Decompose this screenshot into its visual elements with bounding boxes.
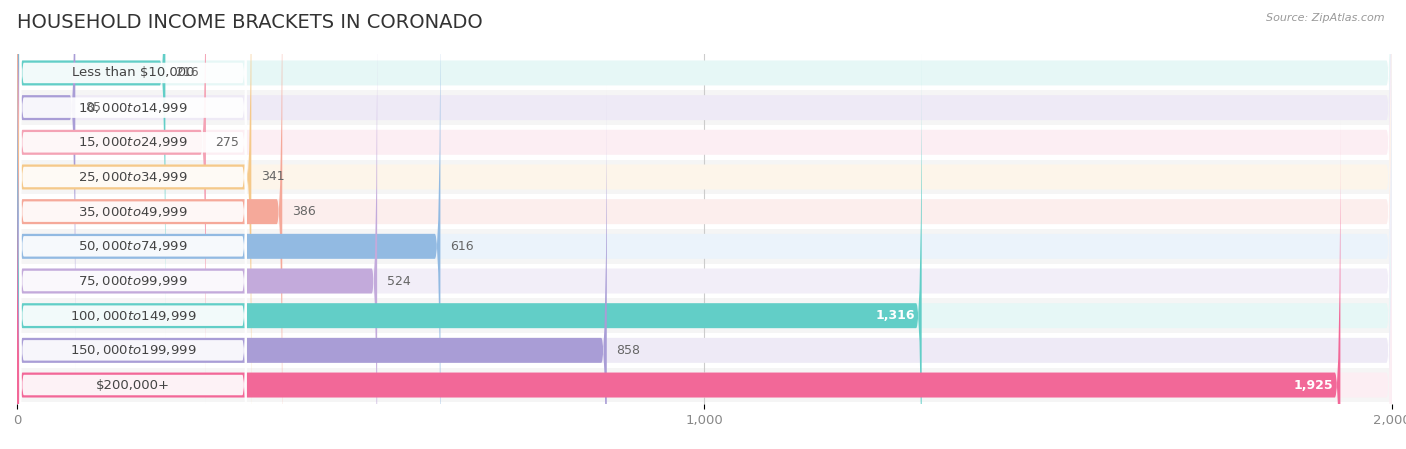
FancyBboxPatch shape <box>17 120 1340 449</box>
Text: 1,316: 1,316 <box>876 309 915 322</box>
FancyBboxPatch shape <box>20 0 246 375</box>
FancyBboxPatch shape <box>17 0 1392 407</box>
FancyBboxPatch shape <box>17 0 166 338</box>
Text: $15,000 to $24,999: $15,000 to $24,999 <box>79 135 188 150</box>
Text: $50,000 to $74,999: $50,000 to $74,999 <box>79 239 188 253</box>
FancyBboxPatch shape <box>17 51 922 449</box>
Text: Source: ZipAtlas.com: Source: ZipAtlas.com <box>1267 13 1385 23</box>
Text: $75,000 to $99,999: $75,000 to $99,999 <box>79 274 188 288</box>
FancyBboxPatch shape <box>20 83 246 449</box>
FancyBboxPatch shape <box>20 0 246 340</box>
FancyBboxPatch shape <box>20 0 246 271</box>
FancyBboxPatch shape <box>17 16 1392 449</box>
Text: $150,000 to $199,999: $150,000 to $199,999 <box>70 343 197 357</box>
Text: $100,000 to $149,999: $100,000 to $149,999 <box>70 308 197 323</box>
FancyBboxPatch shape <box>17 125 1392 160</box>
FancyBboxPatch shape <box>17 333 1392 368</box>
FancyBboxPatch shape <box>17 56 1392 90</box>
FancyBboxPatch shape <box>17 85 1392 449</box>
Text: 341: 341 <box>262 171 284 184</box>
Text: $25,000 to $34,999: $25,000 to $34,999 <box>79 170 188 184</box>
FancyBboxPatch shape <box>17 0 1392 442</box>
FancyBboxPatch shape <box>17 0 76 373</box>
Text: $200,000+: $200,000+ <box>96 379 170 392</box>
FancyBboxPatch shape <box>20 0 246 305</box>
FancyBboxPatch shape <box>17 0 440 449</box>
FancyBboxPatch shape <box>17 0 283 449</box>
FancyBboxPatch shape <box>17 194 1392 229</box>
FancyBboxPatch shape <box>17 0 1392 449</box>
FancyBboxPatch shape <box>17 264 1392 298</box>
FancyBboxPatch shape <box>20 118 246 449</box>
Text: HOUSEHOLD INCOME BRACKETS IN CORONADO: HOUSEHOLD INCOME BRACKETS IN CORONADO <box>17 13 482 32</box>
FancyBboxPatch shape <box>17 16 377 449</box>
Text: 616: 616 <box>450 240 474 253</box>
FancyBboxPatch shape <box>17 51 1392 449</box>
Text: 85: 85 <box>84 101 101 114</box>
Text: 524: 524 <box>387 274 411 287</box>
Text: 386: 386 <box>292 205 315 218</box>
Text: 275: 275 <box>215 136 239 149</box>
FancyBboxPatch shape <box>17 0 252 442</box>
FancyBboxPatch shape <box>20 48 246 444</box>
Text: $35,000 to $49,999: $35,000 to $49,999 <box>79 205 188 219</box>
FancyBboxPatch shape <box>17 85 607 449</box>
FancyBboxPatch shape <box>17 298 1392 333</box>
FancyBboxPatch shape <box>17 160 1392 194</box>
FancyBboxPatch shape <box>17 0 1392 449</box>
FancyBboxPatch shape <box>17 120 1392 449</box>
FancyBboxPatch shape <box>20 14 246 409</box>
FancyBboxPatch shape <box>20 153 246 449</box>
Text: Less than $10,000: Less than $10,000 <box>72 66 194 79</box>
Text: 1,925: 1,925 <box>1294 379 1333 392</box>
FancyBboxPatch shape <box>17 0 205 407</box>
Text: 858: 858 <box>616 344 640 357</box>
FancyBboxPatch shape <box>17 368 1392 402</box>
FancyBboxPatch shape <box>17 0 1392 338</box>
FancyBboxPatch shape <box>20 187 246 449</box>
Text: 216: 216 <box>174 66 198 79</box>
FancyBboxPatch shape <box>17 229 1392 264</box>
FancyBboxPatch shape <box>17 90 1392 125</box>
Text: $10,000 to $14,999: $10,000 to $14,999 <box>79 101 188 114</box>
FancyBboxPatch shape <box>17 0 1392 373</box>
